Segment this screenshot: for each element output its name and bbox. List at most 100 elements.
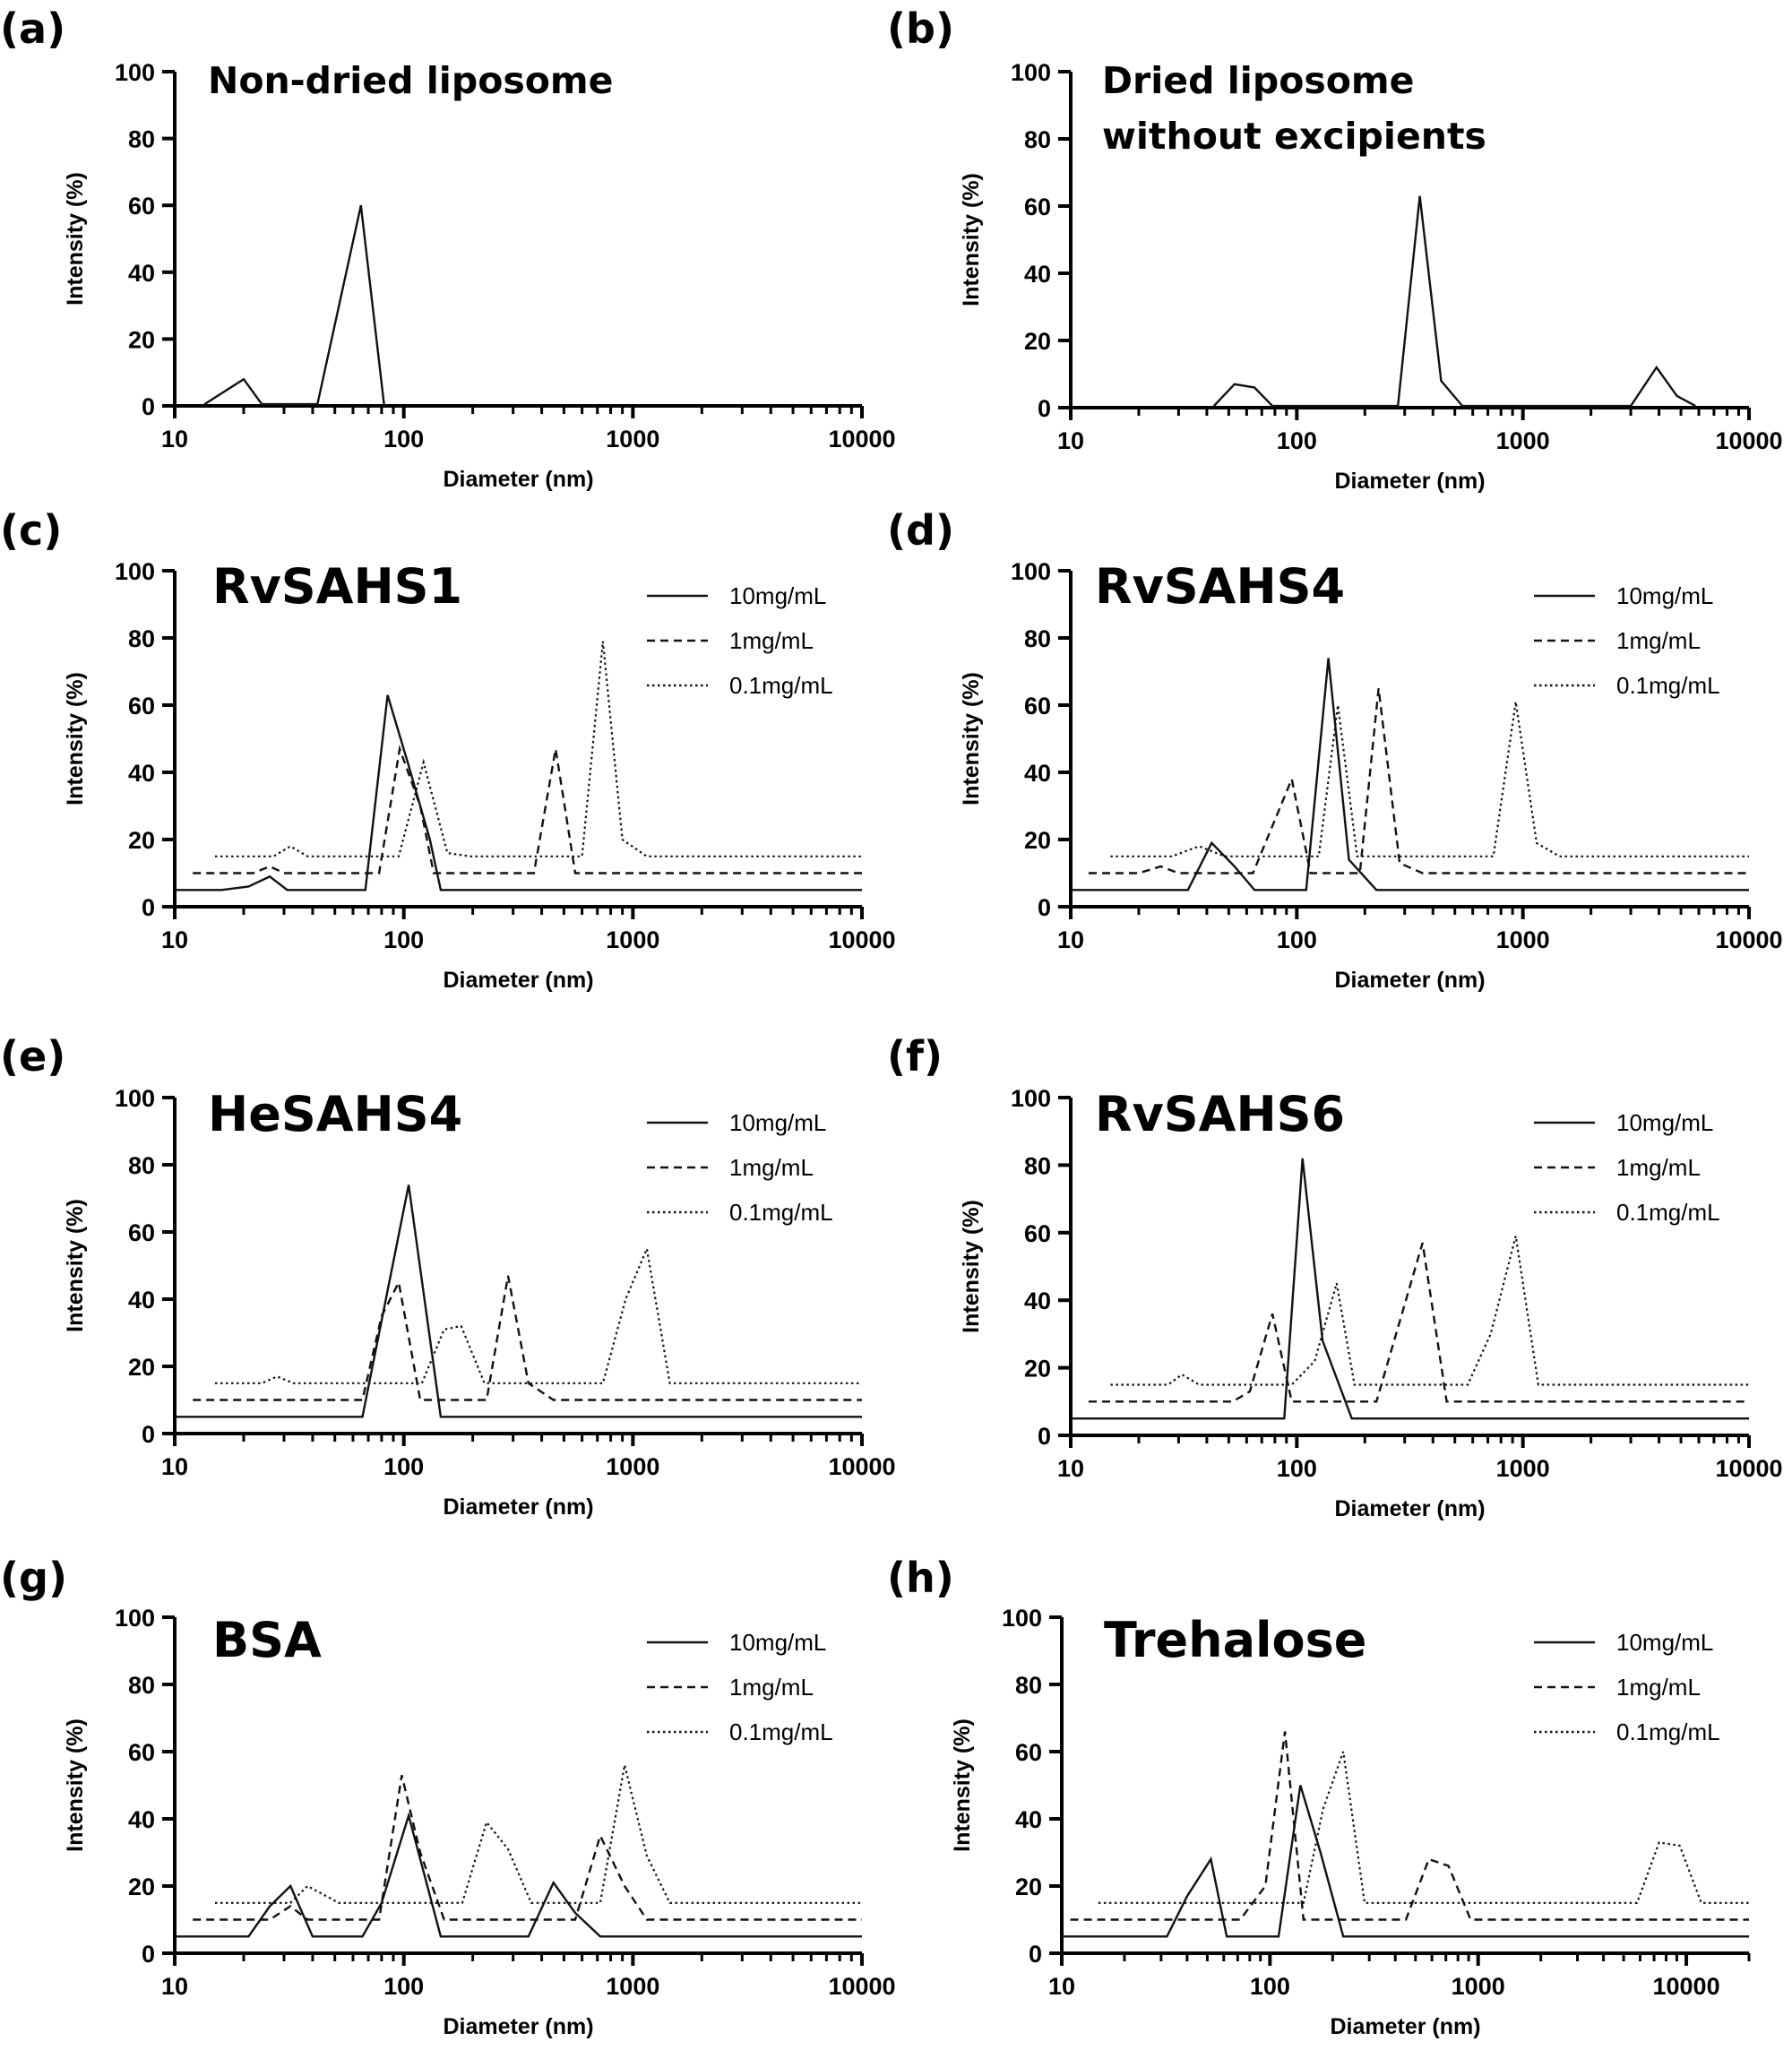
chart-panel-h: (h) Trehalose 0 20 40 60 80 100 10 100 1000 10000 Di… (887, 1554, 1751, 2039)
y-axis-title: Intensity (%) (950, 1718, 975, 1852)
series-line (193, 745, 862, 874)
x-axis-title: Diameter (nm) (1334, 1496, 1485, 1521)
x-tick-label: 10000 (1715, 1455, 1782, 1482)
data-point (861, 856, 863, 857)
y-axis-title: Intensity (%) (63, 1199, 88, 1332)
x-tick-label: 1000 (606, 926, 659, 953)
data-point (1701, 1902, 1702, 1904)
series-line (1071, 658, 1749, 891)
y-tick-label: 80 (1015, 1672, 1042, 1699)
y-tick-label: 40 (1024, 760, 1051, 787)
data-point (398, 1281, 400, 1283)
x-tick-label: 10000 (828, 926, 895, 953)
y-tick-label: 40 (128, 1806, 155, 1833)
x-tick-label: 100 (383, 1453, 424, 1480)
data-point (1291, 1400, 1293, 1402)
panel-title: Non-dried liposome (208, 59, 613, 102)
y-tick-label: 0 (142, 393, 155, 420)
data-point (1138, 873, 1140, 874)
panel-title: Trehalose (1104, 1612, 1366, 1668)
x-tick-label: 10000 (828, 426, 895, 452)
y-axis-title: Intensity (%) (63, 1718, 88, 1852)
data-point (486, 1822, 487, 1823)
data-point (1167, 1384, 1169, 1386)
series-line (175, 1184, 862, 1418)
series-1mg-ml (193, 1275, 862, 1401)
series-line (215, 1764, 862, 1904)
y-tick-label: 20 (1024, 1356, 1051, 1382)
data-point (1748, 1400, 1750, 1402)
series-0-1mg-ml (1098, 1751, 1749, 1904)
x-tick-label: 10 (1048, 1973, 1075, 2000)
data-point (1364, 1902, 1366, 1904)
x-tick-label: 100 (383, 1973, 424, 2000)
y-tick-label: 80 (128, 1152, 155, 1179)
y-tick-label: 60 (1015, 1739, 1042, 1766)
x-axis-title: Diameter (nm) (1334, 968, 1485, 993)
x-tick-label: 100 (1250, 1973, 1290, 2000)
data-point (1469, 1919, 1471, 1921)
legend-label: 0.1mg/mL (729, 1199, 833, 1226)
data-point (582, 856, 583, 857)
legend-label: 10mg/mL (729, 582, 826, 609)
chart-panel-a: (a) Non-dried liposome 0 20 40 60 80 100 10 100 10… (0, 4, 896, 492)
data-point (486, 1400, 487, 1401)
panel-letter: (g) (0, 1554, 67, 1602)
x-tick-label: 10 (161, 426, 188, 452)
y-tick-label: 80 (128, 625, 155, 652)
legend-label: 1mg/mL (729, 627, 814, 654)
panel-title: HeSAHS4 (208, 1086, 462, 1142)
series-0-1mg-ml (215, 1764, 862, 1904)
chart-panel-e: (e) HeSAHS4 0 20 40 60 80 100 10 100 1000 10000 Diam… (0, 1032, 896, 1520)
series-line (1110, 1236, 1749, 1386)
y-tick-label: 20 (128, 1354, 155, 1381)
series-line (1089, 688, 1749, 874)
panel-title-line: Dried liposome (1102, 59, 1414, 102)
y-tick-label: 0 (1038, 395, 1051, 422)
series-1mg-ml (1070, 1731, 1749, 1921)
x-tick-label: 10 (1057, 1455, 1084, 1482)
legend-label: 0.1mg/mL (1616, 672, 1720, 699)
panel-letter: (a) (0, 4, 65, 53)
legend-label: 0.1mg/mL (729, 1718, 833, 1745)
legend-label: 10mg/mL (1616, 582, 1713, 609)
y-tick-label: 0 (142, 1941, 155, 1968)
x-tick-label: 1000 (1452, 1973, 1505, 2000)
y-tick-label: 0 (1029, 1941, 1042, 1968)
panel-letter: (d) (887, 506, 954, 555)
series-line (1212, 195, 1696, 408)
y-axis-title: Intensity (%) (63, 672, 88, 805)
y-tick-label: 20 (1015, 1873, 1042, 1900)
series-0 (1212, 195, 1696, 408)
y-tick-label: 100 (115, 1605, 155, 1632)
legend-label: 10mg/mL (729, 1629, 826, 1656)
y-axis-title: Intensity (%) (959, 672, 984, 805)
data-point (1748, 1384, 1750, 1386)
y-tick-label: 100 (115, 59, 155, 86)
legend-label: 1mg/mL (1616, 627, 1701, 654)
series-line (1071, 1158, 1749, 1420)
y-tick-label: 60 (1024, 1220, 1051, 1247)
series-1mg-ml (1089, 688, 1749, 874)
legend-label: 10mg/mL (1616, 1109, 1713, 1136)
x-tick-label: 10 (161, 1453, 188, 1480)
y-tick-label: 60 (128, 193, 155, 220)
y-tick-label: 40 (1024, 1288, 1051, 1314)
panel-title-line: BSA (212, 1612, 322, 1668)
series-line (203, 204, 385, 406)
series-line (1070, 1731, 1749, 1921)
data-point (1199, 1384, 1201, 1386)
x-tick-label: 1000 (606, 1973, 659, 2000)
x-axis-title: Diameter (nm) (443, 1494, 593, 1520)
panel-title-line: Trehalose (1104, 1612, 1366, 1668)
y-tick-label: 60 (128, 1739, 155, 1766)
series-0-1mg-ml (215, 1245, 862, 1384)
x-tick-label: 10000 (1653, 1973, 1720, 2000)
x-tick-label: 1000 (1496, 926, 1550, 953)
y-tick-label: 20 (1024, 827, 1051, 854)
data-point (444, 1329, 445, 1331)
y-tick-label: 20 (1024, 328, 1051, 355)
data-point (261, 1382, 263, 1384)
data-point (555, 748, 556, 750)
data-point (599, 1835, 601, 1837)
